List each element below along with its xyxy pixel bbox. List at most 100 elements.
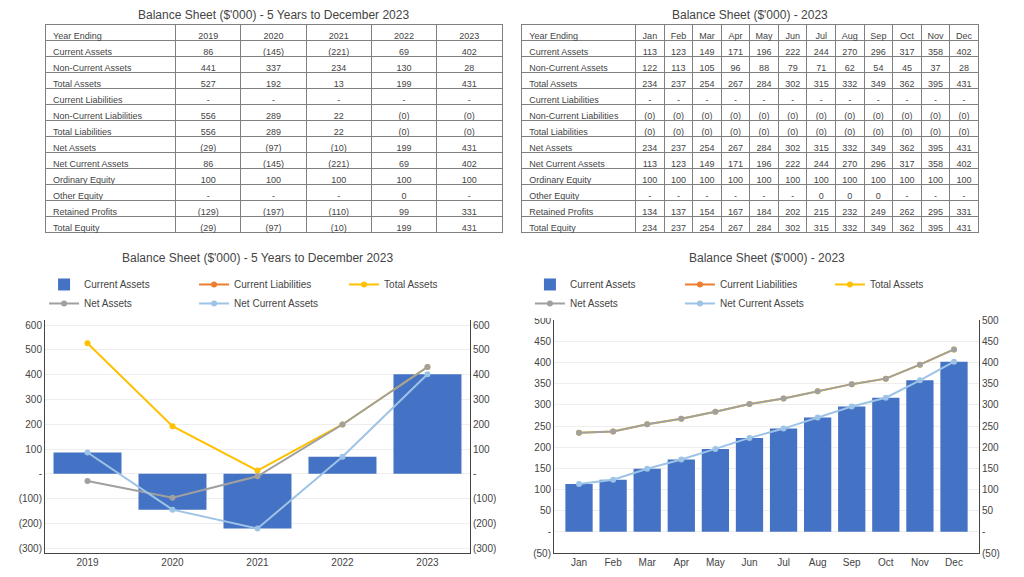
svg-text:(0): (0) — [959, 127, 970, 137]
svg-text:Total Assets: Total Assets — [870, 279, 923, 290]
svg-text:Feb: Feb — [671, 31, 687, 41]
svg-text:(129): (129) — [198, 207, 219, 217]
svg-text:Net Current Assets: Net Current Assets — [720, 298, 804, 309]
svg-text:262: 262 — [899, 207, 914, 217]
svg-text:Total Equity: Total Equity — [529, 223, 576, 233]
svg-text:237: 237 — [671, 223, 686, 233]
svg-text:13: 13 — [334, 79, 344, 89]
svg-text:113: 113 — [671, 63, 685, 73]
svg-text:-: - — [403, 95, 406, 105]
svg-text:Non-Current Assets: Non-Current Assets — [53, 63, 132, 73]
svg-text:113: 113 — [643, 47, 657, 57]
svg-text:(0): (0) — [701, 111, 712, 121]
svg-text:2022: 2022 — [394, 31, 414, 41]
svg-text:-: - — [905, 191, 908, 201]
svg-text:Oct: Oct — [900, 31, 915, 41]
svg-text:402: 402 — [462, 47, 477, 57]
svg-text:(0): (0) — [844, 111, 855, 121]
svg-text:88: 88 — [759, 63, 769, 73]
svg-text:289: 289 — [266, 127, 281, 137]
svg-text:450: 450 — [534, 336, 551, 347]
svg-text:(221): (221) — [328, 159, 349, 169]
svg-text:199: 199 — [397, 223, 412, 233]
svg-text:-: - — [963, 95, 966, 105]
svg-text:122: 122 — [642, 63, 657, 73]
svg-text:0: 0 — [819, 191, 824, 201]
svg-text:402: 402 — [957, 47, 972, 57]
svg-text:331: 331 — [462, 207, 477, 217]
svg-text:431: 431 — [462, 143, 477, 153]
svg-text:(0): (0) — [901, 127, 912, 137]
svg-text:254: 254 — [699, 143, 714, 153]
svg-text:(0): (0) — [816, 127, 827, 137]
svg-text:600: 600 — [25, 320, 42, 331]
svg-text:295: 295 — [928, 207, 943, 217]
svg-text:Other Equity: Other Equity — [529, 191, 580, 201]
svg-text:-: - — [982, 526, 985, 537]
svg-text:(0): (0) — [464, 127, 475, 137]
svg-text:362: 362 — [899, 79, 914, 89]
svg-text:254: 254 — [699, 223, 714, 233]
svg-text:Ordinary Equity: Ordinary Equity — [529, 175, 592, 185]
svg-text:(29): (29) — [200, 143, 216, 153]
svg-text:(0): (0) — [930, 111, 941, 121]
svg-text:0: 0 — [876, 191, 881, 201]
svg-text:500: 500 — [982, 315, 999, 326]
svg-text:199: 199 — [397, 143, 412, 153]
svg-text:71: 71 — [816, 63, 826, 73]
svg-text:-: - — [820, 95, 823, 105]
svg-text:-: - — [468, 95, 471, 105]
svg-text:244: 244 — [814, 47, 829, 57]
svg-text:331: 331 — [957, 207, 972, 217]
svg-text:349: 349 — [871, 143, 886, 153]
svg-text:28: 28 — [464, 63, 474, 73]
svg-text:99: 99 — [399, 207, 409, 217]
svg-text:Non-Current Liabilities: Non-Current Liabilities — [529, 111, 619, 121]
svg-text:100: 100 — [928, 175, 943, 185]
svg-text:Net Current Assets: Net Current Assets — [53, 159, 129, 169]
svg-text:350: 350 — [982, 378, 999, 389]
svg-text:0: 0 — [847, 191, 852, 201]
svg-text:249: 249 — [871, 207, 886, 217]
svg-text:302: 302 — [785, 79, 800, 89]
svg-text:(97): (97) — [265, 143, 281, 153]
svg-text:-: - — [648, 191, 651, 201]
svg-text:Retained Profits: Retained Profits — [529, 207, 594, 217]
svg-text:Oct: Oct — [878, 557, 894, 568]
svg-text:-: - — [763, 191, 766, 201]
svg-text:2021: 2021 — [246, 557, 269, 568]
svg-text:234: 234 — [331, 63, 346, 73]
svg-text:196: 196 — [757, 159, 772, 169]
svg-text:113: 113 — [643, 159, 657, 169]
svg-text:100: 100 — [642, 175, 657, 185]
svg-text:150: 150 — [982, 463, 999, 474]
svg-text:Apr: Apr — [674, 557, 690, 568]
svg-text:270: 270 — [842, 159, 857, 169]
svg-text:-: - — [791, 191, 794, 201]
svg-text:Ordinary Equity: Ordinary Equity — [53, 175, 116, 185]
svg-text:Total Assets: Total Assets — [529, 79, 578, 89]
svg-text:-: - — [705, 95, 708, 105]
svg-text:Nov: Nov — [927, 31, 944, 41]
svg-text:332: 332 — [842, 143, 857, 153]
svg-text:Total Assets: Total Assets — [53, 79, 102, 89]
svg-text:(10): (10) — [331, 223, 347, 233]
svg-text:134: 134 — [642, 207, 657, 217]
svg-text:(0): (0) — [759, 127, 770, 137]
svg-text:395: 395 — [928, 79, 943, 89]
svg-text:184: 184 — [757, 207, 772, 217]
svg-text:402: 402 — [957, 159, 972, 169]
svg-text:315: 315 — [814, 223, 829, 233]
svg-text:232: 232 — [842, 207, 857, 217]
svg-text:-: - — [763, 95, 766, 105]
svg-text:222: 222 — [785, 159, 800, 169]
svg-text:-: - — [337, 191, 340, 201]
svg-text:Apr: Apr — [729, 31, 743, 41]
svg-text:296: 296 — [871, 159, 886, 169]
svg-text:2023: 2023 — [416, 557, 439, 568]
svg-text:Balance Sheet ($'000) - 5 Year: Balance Sheet ($'000) - 5 Years to Decem… — [122, 251, 393, 265]
svg-text:300: 300 — [534, 399, 551, 410]
svg-text:100: 100 — [473, 444, 490, 455]
svg-text:-: - — [207, 95, 210, 105]
svg-text:Aug: Aug — [809, 557, 827, 568]
